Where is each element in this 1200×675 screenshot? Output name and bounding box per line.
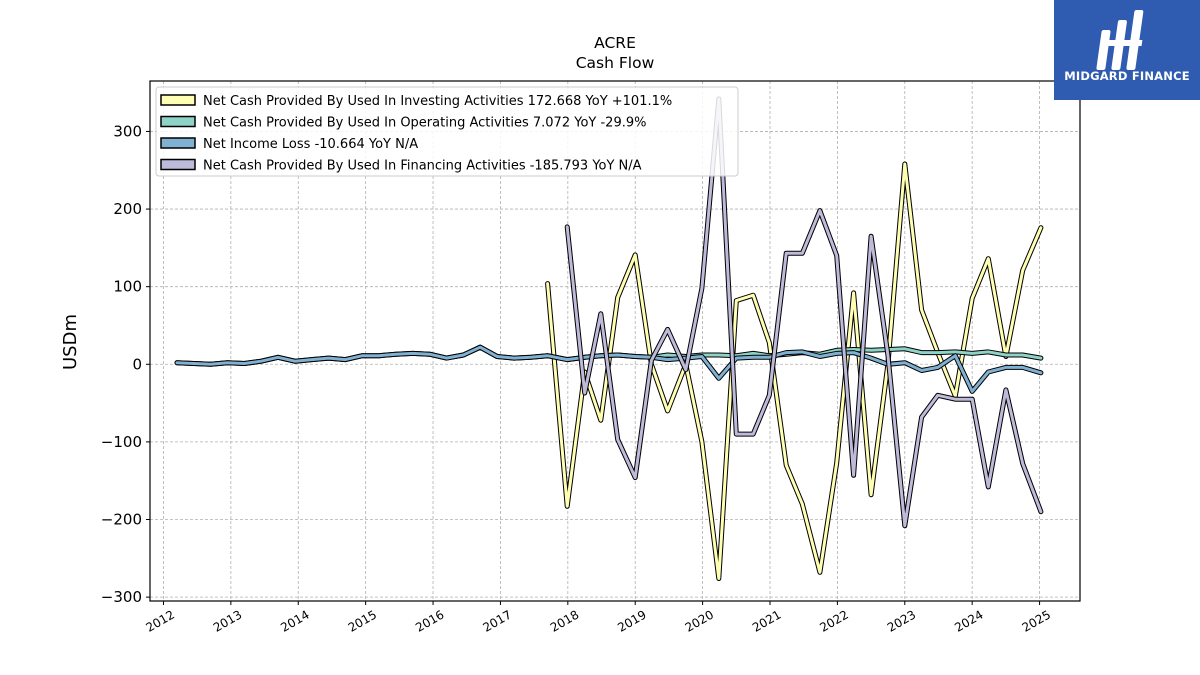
y-tick-label: −300 <box>101 588 142 606</box>
x-tick-label: 2013 <box>211 607 244 634</box>
legend-swatch <box>160 137 196 149</box>
x-tick-label: 2017 <box>480 607 513 634</box>
series-line-3 <box>565 97 1043 528</box>
legend-entry-label: Net Cash Provided By Used In Investing A… <box>203 94 672 109</box>
x-tick-label: 2016 <box>413 607 446 634</box>
series-line-2 <box>175 345 1043 393</box>
series-outline-0 <box>545 161 1044 581</box>
legend-swatch <box>160 94 196 106</box>
x-tick-label: 2022 <box>817 607 850 634</box>
x-tick-label: 2014 <box>278 607 311 634</box>
y-tick-label: 100 <box>113 278 142 296</box>
x-tick-label: 2012 <box>144 607 177 634</box>
y-tick-label: −200 <box>101 511 142 529</box>
legend-swatch <box>160 158 196 171</box>
legend-swatch <box>160 115 196 128</box>
y-tick-label: 300 <box>113 122 142 140</box>
y-tick-label: −100 <box>101 433 142 451</box>
y-tick-label: 200 <box>113 200 142 218</box>
x-tick-label: 2019 <box>615 607 648 634</box>
x-tick-label: 2015 <box>346 607 379 634</box>
y-axis-label: USDm <box>60 314 81 370</box>
x-tick-label: 2021 <box>750 607 783 634</box>
x-tick-label: 2018 <box>548 607 581 634</box>
logo-text: MIDGARD FINANCE <box>1064 69 1190 83</box>
brand-logo: MIDGARD FINANCE <box>1054 0 1200 100</box>
x-tick-label: 2023 <box>885 607 918 634</box>
series-line-0 <box>546 162 1043 580</box>
x-tick-label: 2020 <box>683 607 716 634</box>
series-lines <box>174 96 1044 581</box>
legend: Net Cash Provided By Used In Investing A… <box>155 86 739 177</box>
x-tick-label: 2024 <box>952 607 985 634</box>
legend-entry-label: Net Income Loss -10.664 YoY N/A <box>203 137 418 152</box>
legend-entry-label: Net Cash Provided By Used In Operating A… <box>203 116 646 131</box>
logo-mark-icon <box>1096 10 1144 70</box>
x-tick-label: 2025 <box>1020 607 1053 634</box>
y-tick-label: 0 <box>132 355 142 373</box>
plot-area-frame <box>149 80 1081 602</box>
legend-box <box>155 86 739 177</box>
chart-title: ACRE <box>594 34 636 52</box>
chart-subtitle: Cash Flow <box>576 54 655 72</box>
legend-entry-label: Net Cash Provided By Used In Financing A… <box>203 159 642 174</box>
